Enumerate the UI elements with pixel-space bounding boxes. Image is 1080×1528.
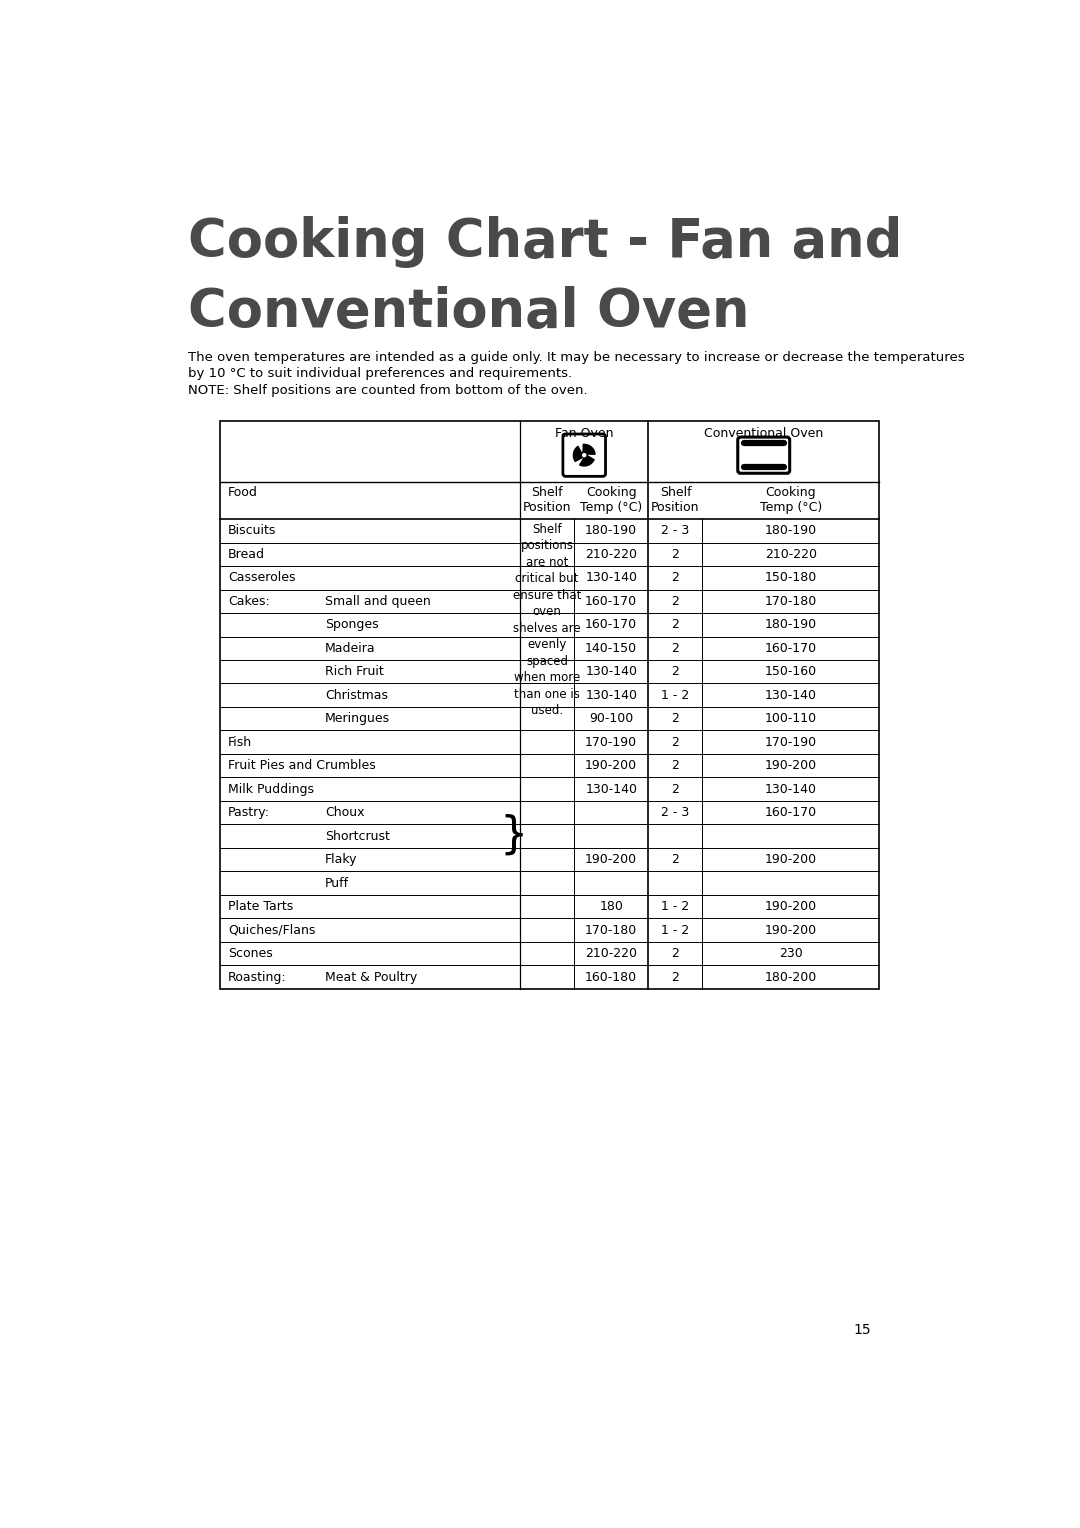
Text: Sponges: Sponges	[325, 619, 378, 631]
Text: Shelf
Position: Shelf Position	[523, 486, 571, 513]
Text: Bread: Bread	[228, 549, 265, 561]
Text: 90-100: 90-100	[589, 712, 633, 726]
Text: Cakes:: Cakes:	[228, 594, 270, 608]
Text: by 10 °C to suit individual preferences and requirements.: by 10 °C to suit individual preferences …	[188, 367, 571, 380]
Text: 1 - 2: 1 - 2	[661, 900, 689, 914]
Text: 130-140: 130-140	[585, 782, 637, 796]
Text: 2 - 3: 2 - 3	[661, 807, 689, 819]
Text: 160-180: 160-180	[585, 970, 637, 984]
Text: 180-190: 180-190	[765, 524, 816, 538]
Text: Pastry:: Pastry:	[228, 807, 270, 819]
Text: 2: 2	[672, 853, 679, 866]
Text: 170-180: 170-180	[585, 924, 637, 937]
Text: 130-140: 130-140	[765, 689, 816, 701]
Text: Meringues: Meringues	[325, 712, 390, 726]
Text: 150-180: 150-180	[765, 571, 816, 584]
Text: 130-140: 130-140	[765, 782, 816, 796]
Text: Scones: Scones	[228, 947, 273, 960]
Text: 210-220: 210-220	[585, 549, 637, 561]
Text: 160-170: 160-170	[585, 594, 637, 608]
Text: 170-190: 170-190	[765, 736, 816, 749]
Text: 190-200: 190-200	[765, 759, 816, 772]
Text: 130-140: 130-140	[585, 665, 637, 678]
Text: 2: 2	[672, 665, 679, 678]
Text: 180: 180	[599, 900, 623, 914]
Text: 2: 2	[672, 970, 679, 984]
Text: Fan Oven: Fan Oven	[555, 428, 613, 440]
Text: 2: 2	[672, 947, 679, 960]
Text: 130-140: 130-140	[585, 571, 637, 584]
Text: 180-200: 180-200	[765, 970, 816, 984]
Text: Small and queen: Small and queen	[325, 594, 431, 608]
Text: 2: 2	[672, 549, 679, 561]
Text: 180-190: 180-190	[765, 619, 816, 631]
Text: Christmas: Christmas	[325, 689, 388, 701]
Text: 100-110: 100-110	[765, 712, 816, 726]
Text: Fruit Pies and Crumbles: Fruit Pies and Crumbles	[228, 759, 376, 772]
Text: Cooking
Temp (°C): Cooking Temp (°C)	[580, 486, 643, 513]
Text: 1 - 2: 1 - 2	[661, 689, 689, 701]
Text: 190-200: 190-200	[765, 853, 816, 866]
Text: 160-170: 160-170	[585, 619, 637, 631]
Text: Roasting:: Roasting:	[228, 970, 286, 984]
Text: 180-190: 180-190	[585, 524, 637, 538]
Bar	[220, 420, 879, 989]
Text: Shortcrust: Shortcrust	[325, 830, 390, 843]
Text: 190-200: 190-200	[765, 900, 816, 914]
Text: Conventional Oven: Conventional Oven	[188, 286, 750, 338]
Text: Rich Fruit: Rich Fruit	[325, 665, 383, 678]
Text: Conventional Oven: Conventional Oven	[704, 428, 823, 440]
Text: 210-220: 210-220	[585, 947, 637, 960]
Text: 210-220: 210-220	[765, 549, 816, 561]
Text: 1 - 2: 1 - 2	[661, 924, 689, 937]
Circle shape	[581, 452, 586, 458]
Text: Plate Tarts: Plate Tarts	[228, 900, 294, 914]
Text: Choux: Choux	[325, 807, 364, 819]
Text: 130-140: 130-140	[585, 689, 637, 701]
Text: Milk Puddings: Milk Puddings	[228, 782, 314, 796]
Text: Cooking
Temp (°C): Cooking Temp (°C)	[759, 486, 822, 513]
Text: 2: 2	[672, 619, 679, 631]
Text: 170-180: 170-180	[765, 594, 816, 608]
Polygon shape	[583, 445, 595, 454]
Text: NOTE: Shelf positions are counted from bottom of the oven.: NOTE: Shelf positions are counted from b…	[188, 384, 588, 397]
Text: 2: 2	[672, 759, 679, 772]
Text: }: }	[500, 814, 528, 857]
Text: Meat & Poultry: Meat & Poultry	[325, 970, 417, 984]
Text: 2: 2	[672, 571, 679, 584]
Text: 2 - 3: 2 - 3	[661, 524, 689, 538]
Text: 160-170: 160-170	[765, 807, 816, 819]
Text: 2: 2	[672, 594, 679, 608]
Circle shape	[582, 454, 585, 457]
Text: Biscuits: Biscuits	[228, 524, 276, 538]
Text: 160-170: 160-170	[765, 642, 816, 656]
Text: 2: 2	[672, 712, 679, 726]
Text: Quiches/Flans: Quiches/Flans	[228, 924, 315, 937]
Polygon shape	[580, 455, 594, 466]
Text: 190-200: 190-200	[585, 759, 637, 772]
Text: 230: 230	[779, 947, 802, 960]
Polygon shape	[573, 446, 583, 461]
Text: 190-200: 190-200	[765, 924, 816, 937]
Text: Puff: Puff	[325, 877, 349, 889]
Text: 150-160: 150-160	[765, 665, 816, 678]
Text: Shelf
Position: Shelf Position	[651, 486, 700, 513]
Text: Cooking Chart - Fan and: Cooking Chart - Fan and	[188, 217, 902, 269]
Text: The oven temperatures are intended as a guide only. It may be necessary to incre: The oven temperatures are intended as a …	[188, 351, 964, 364]
Text: 15: 15	[853, 1323, 872, 1337]
Text: 2: 2	[672, 782, 679, 796]
Text: Shelf
positions
are not
critical but
ensure that
oven
shelves are
evenly
spaced
: Shelf positions are not critical but ens…	[513, 523, 581, 718]
Text: 140-150: 140-150	[585, 642, 637, 656]
Text: 190-200: 190-200	[585, 853, 637, 866]
Text: 170-190: 170-190	[585, 736, 637, 749]
Text: 2: 2	[672, 642, 679, 656]
Text: Food: Food	[228, 486, 258, 500]
Text: Casseroles: Casseroles	[228, 571, 296, 584]
Text: Madeira: Madeira	[325, 642, 376, 656]
Text: Fish: Fish	[228, 736, 252, 749]
Text: 2: 2	[672, 736, 679, 749]
Text: Flaky: Flaky	[325, 853, 357, 866]
